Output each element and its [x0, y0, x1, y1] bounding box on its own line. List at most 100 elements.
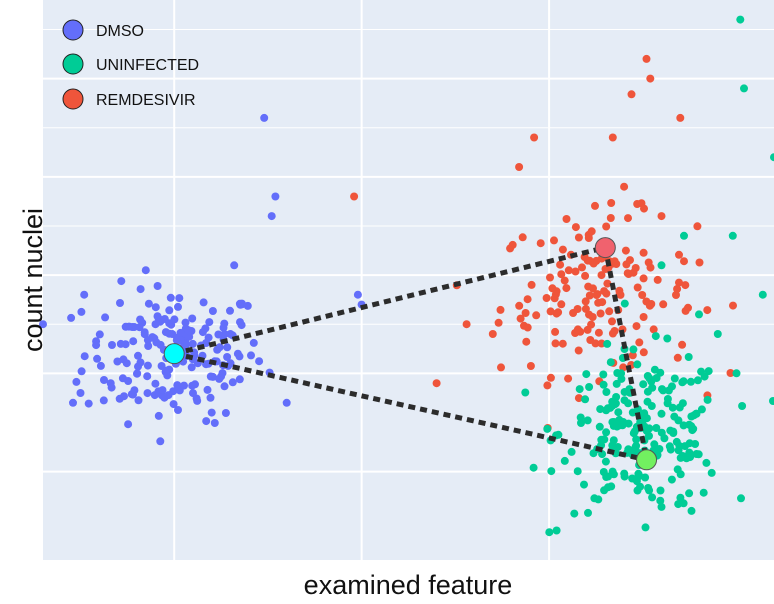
- point-remdesivir: [573, 325, 582, 334]
- point-uninfected: [770, 153, 774, 162]
- point-dmso: [160, 393, 169, 402]
- point-uninfected: [659, 386, 668, 395]
- point-uninfected: [657, 502, 666, 511]
- point-remdesivir: [551, 327, 560, 336]
- point-dmso: [203, 385, 212, 394]
- point-remdesivir: [571, 223, 580, 232]
- point-uninfected: [603, 404, 612, 413]
- point-dmso: [176, 328, 185, 337]
- point-remdesivir: [523, 295, 532, 304]
- point-remdesivir: [515, 163, 524, 171]
- point-uninfected: [642, 414, 651, 423]
- point-remdesivir: [584, 234, 593, 242]
- point-dmso: [101, 313, 110, 322]
- legend-label: DMSO: [96, 23, 144, 40]
- legend[interactable]: DMSO UNINFECTED REMDESIVIR: [62, 19, 199, 110]
- point-dmso: [120, 392, 128, 401]
- point-uninfected: [628, 474, 637, 483]
- point-uninfected: [545, 528, 554, 537]
- point-uninfected: [650, 440, 659, 449]
- point-remdesivir: [550, 236, 558, 245]
- point-remdesivir: [591, 201, 599, 210]
- centroid-uninfected: [636, 449, 658, 471]
- centroid-connectors: [173, 245, 649, 463]
- point-uninfected: [602, 428, 611, 437]
- point-uninfected: [656, 368, 665, 377]
- point-uninfected: [620, 472, 629, 481]
- point-uninfected: [647, 402, 656, 410]
- point-remdesivir: [610, 257, 619, 266]
- point-remdesivir: [608, 329, 617, 338]
- point-uninfected: [656, 496, 665, 505]
- point-dmso: [181, 318, 190, 327]
- point-uninfected: [521, 388, 530, 397]
- point-uninfected: [580, 480, 588, 489]
- point-remdesivir: [542, 294, 551, 302]
- point-remdesivir: [523, 323, 532, 332]
- point-remdesivir: [432, 379, 441, 388]
- point-uninfected: [547, 467, 556, 476]
- legend-item-remdesivir[interactable]: REMDESIVIR: [62, 88, 196, 110]
- point-uninfected: [657, 409, 666, 418]
- point-remdesivir: [557, 270, 566, 279]
- point-dmso: [191, 380, 199, 389]
- point-remdesivir: [546, 307, 555, 316]
- legend-item-dmso[interactable]: DMSO: [62, 19, 144, 41]
- point-uninfected: [704, 367, 713, 376]
- point-uninfected: [619, 418, 628, 426]
- point-uninfected: [576, 413, 585, 422]
- point-remdesivir: [597, 271, 606, 280]
- point-dmso: [125, 322, 134, 331]
- point-uninfected: [728, 231, 737, 240]
- point-remdesivir: [350, 192, 359, 201]
- point-uninfected: [585, 383, 594, 391]
- point-uninfected: [606, 358, 615, 367]
- point-remdesivir: [608, 317, 616, 326]
- point-dmso: [226, 359, 235, 368]
- plot-background: [43, 0, 774, 560]
- point-dmso: [144, 342, 153, 350]
- point-remdesivir: [557, 300, 566, 309]
- point-uninfected: [603, 339, 612, 348]
- point-uninfected: [694, 450, 703, 459]
- point-dmso: [122, 359, 131, 368]
- legend-item-uninfected[interactable]: UNINFECTED: [62, 53, 199, 75]
- point-uninfected: [674, 446, 683, 455]
- point-uninfected: [629, 345, 638, 354]
- point-uninfected: [699, 488, 708, 497]
- point-dmso: [95, 330, 104, 339]
- point-dmso: [175, 294, 184, 303]
- centroid-dmso: [163, 343, 185, 365]
- point-uninfected: [642, 426, 651, 435]
- point-dmso: [230, 261, 239, 270]
- point-dmso: [226, 306, 234, 315]
- point-remdesivir: [673, 353, 682, 362]
- point-remdesivir: [581, 297, 590, 306]
- point-dmso: [188, 314, 197, 323]
- point-uninfected: [633, 486, 642, 495]
- point-dmso: [96, 361, 105, 370]
- point-dmso: [169, 400, 178, 409]
- point-remdesivir: [522, 337, 531, 346]
- point-remdesivir: [585, 291, 594, 300]
- point-dmso: [163, 371, 172, 380]
- point-dmso: [129, 390, 137, 399]
- point-uninfected: [691, 440, 700, 448]
- point-remdesivir: [621, 246, 630, 255]
- point-remdesivir: [673, 285, 682, 293]
- point-dmso: [92, 337, 101, 346]
- point-uninfected: [601, 457, 610, 466]
- point-dmso: [223, 343, 232, 352]
- point-uninfected: [634, 469, 643, 478]
- point-remdesivir: [581, 271, 590, 280]
- point-remdesivir: [605, 307, 614, 316]
- point-uninfected: [552, 526, 561, 535]
- point-remdesivir: [676, 113, 685, 122]
- point-remdesivir: [620, 182, 629, 191]
- point-dmso: [113, 357, 122, 366]
- centroid-remdesivir: [594, 237, 616, 259]
- point-dmso: [215, 374, 224, 383]
- connector-line: [173, 351, 648, 463]
- point-dmso: [148, 333, 157, 342]
- point-remdesivir: [624, 214, 632, 223]
